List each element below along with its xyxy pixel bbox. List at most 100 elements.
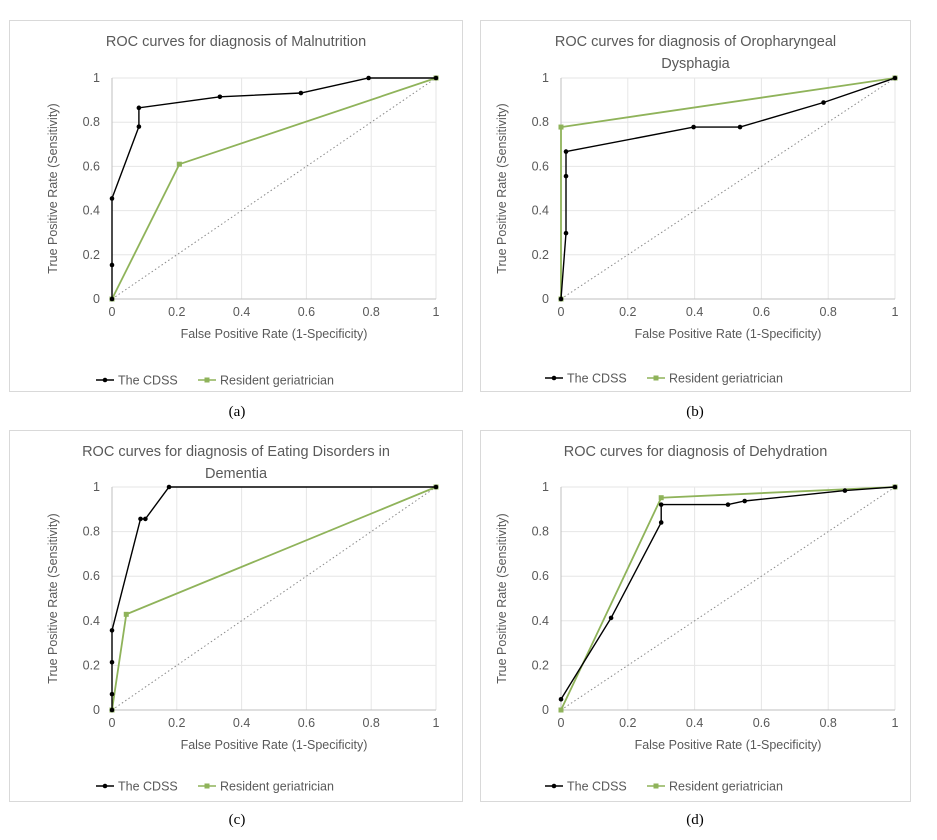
- chart-legend: The CDSS Resident geriatrician: [545, 780, 783, 794]
- roc-chart-svg: 0 0.2 0.4 0.6 0.8 1 0 0.2 0.4 0.6 0.8 1 False Positi…: [495, 480, 899, 794]
- x-tick-label: 0.6: [298, 716, 315, 730]
- x-axis-label: False Positive Rate (1-Specificity): [635, 327, 822, 341]
- x-tick-label: 0.6: [298, 305, 315, 319]
- data-point-cdss: [892, 484, 898, 490]
- legend-label-cdss: The CDSS: [118, 780, 178, 794]
- data-point-resident: [558, 124, 564, 130]
- data-point-cdss: [109, 262, 115, 268]
- data-point-resident: [658, 495, 664, 501]
- y-tick-label: 0.8: [532, 115, 549, 129]
- y-tick-label: 0.8: [83, 115, 100, 129]
- y-tick-label: 0.2: [83, 248, 100, 262]
- data-point-cdss: [842, 488, 848, 493]
- data-point-cdss: [298, 90, 304, 96]
- data-point-resident: [176, 161, 182, 167]
- data-point-cdss: [742, 498, 747, 504]
- data-point-cdss: [109, 628, 115, 633]
- chart-title: ROC curves for diagnosis of Dehydration: [481, 441, 910, 463]
- legend-marker-cdss: [551, 375, 557, 381]
- chart-caption-c: (c): [228, 812, 246, 828]
- x-tick-label: 1: [892, 716, 899, 730]
- x-tick-label: 0: [109, 305, 116, 319]
- x-tick-label: 0.8: [820, 716, 837, 730]
- x-tick-label: 0.2: [168, 305, 185, 319]
- y-tick-label: 0.4: [532, 204, 549, 218]
- chart-legend: The CDSS Resident geriatrician: [96, 374, 334, 388]
- y-tick-label: 0.4: [532, 614, 549, 628]
- x-tick-label: 0.4: [686, 305, 703, 319]
- y-tick-label: 0: [93, 292, 100, 306]
- data-point-cdss: [366, 75, 371, 81]
- chart-caption-b: (b): [686, 404, 704, 420]
- series-line-cdss: [560, 77, 896, 300]
- legend-marker-cdss: [102, 783, 108, 789]
- x-tick-label: 0.8: [363, 716, 380, 730]
- data-point-cdss: [433, 75, 439, 81]
- x-axis-label: False Positive Rate (1-Specificity): [181, 327, 368, 341]
- x-tick-label: 0.6: [753, 305, 770, 319]
- y-axis-label: True Positive Rate (Sensitivity): [46, 513, 60, 683]
- y-tick-label: 0.8: [83, 525, 100, 539]
- y-axis-label: True Positive Rate (Sensitivity): [495, 103, 509, 273]
- data-point-cdss: [821, 100, 826, 105]
- y-tick-label: 1: [93, 480, 100, 494]
- x-tick-label: 0.4: [233, 716, 250, 730]
- x-tick-label: 0: [558, 716, 565, 730]
- chart-title-line: ROC curves for diagnosis of Eating Disor…: [82, 444, 390, 460]
- legend-label-cdss: The CDSS: [118, 374, 178, 388]
- data-point-cdss: [109, 707, 115, 713]
- legend-marker-cdss: [102, 377, 108, 383]
- legend-label-resident: Resident geriatrician: [220, 780, 334, 794]
- chart-title: ROC curves for diagnosis of Malnutrition: [10, 31, 462, 53]
- chart-title-line: Dementia: [204, 466, 268, 482]
- data-point-cdss: [143, 516, 148, 522]
- data-point-cdss: [109, 196, 115, 201]
- data-point-cdss: [691, 124, 696, 130]
- data-point-cdss: [658, 520, 664, 525]
- legend-marker-resident: [653, 783, 659, 789]
- diagonal-reference-line: [111, 77, 437, 300]
- x-tick-label: 0.2: [168, 716, 185, 730]
- y-tick-label: 0.4: [83, 614, 100, 628]
- x-tick-label: 0.4: [233, 305, 250, 319]
- legend-marker-resident: [204, 783, 210, 789]
- x-tick-label: 0.6: [753, 716, 770, 730]
- data-point-cdss: [563, 149, 569, 154]
- x-axis-label: False Positive Rate (1-Specificity): [181, 738, 368, 752]
- y-tick-label: 0.6: [83, 159, 100, 173]
- y-tick-label: 0.6: [532, 159, 549, 173]
- chart-title-line: ROC curves for diagnosis of Oropharyngea…: [554, 34, 837, 50]
- x-tick-label: 1: [433, 305, 440, 319]
- y-tick-label: 1: [542, 71, 549, 85]
- legend-label-resident: Resident geriatrician: [669, 372, 783, 386]
- data-point-cdss: [109, 691, 115, 697]
- y-tick-label: 1: [93, 71, 100, 85]
- data-point-cdss: [608, 615, 614, 621]
- y-tick-label: 0.2: [83, 658, 100, 672]
- data-point-cdss: [109, 659, 115, 665]
- chart-title-line: Dysphagia: [661, 56, 730, 72]
- legend-label-cdss: The CDSS: [567, 372, 627, 386]
- data-point-cdss: [166, 484, 172, 490]
- legend-label-cdss: The CDSS: [567, 780, 627, 794]
- data-point-cdss: [658, 502, 664, 507]
- roc-chart-svg: 0 0.2 0.4 0.6 0.8 1 0 0.2 0.4 0.6 0.8 1 False Positi…: [46, 71, 440, 388]
- x-tick-label: 0: [109, 716, 116, 730]
- x-tick-label: 0.8: [820, 305, 837, 319]
- chart-title: ROC curves for diagnosis of Eating Disor…: [10, 441, 462, 485]
- chart-panel-malnutrition: ROC curves for diagnosis of Malnutrition…: [9, 20, 463, 392]
- chart-caption-a: (a): [228, 404, 246, 420]
- data-point-cdss: [558, 296, 564, 302]
- x-tick-label: 1: [892, 305, 899, 319]
- data-point-cdss: [217, 94, 223, 100]
- diagonal-reference-line: [560, 486, 896, 711]
- x-axis-label: False Positive Rate (1-Specificity): [635, 738, 822, 752]
- y-tick-label: 0: [93, 703, 100, 717]
- x-tick-label: 0.4: [686, 716, 703, 730]
- roc-chart-svg: 0 0.2 0.4 0.6 0.8 1 0 0.2 0.4 0.6 0.8 1 False Positi…: [46, 480, 440, 794]
- chart-title-line: ROC curves for diagnosis of Malnutrition: [105, 34, 367, 50]
- legend-label-resident: Resident geriatrician: [220, 374, 334, 388]
- y-axis-label: True Positive Rate (Sensitivity): [495, 513, 509, 683]
- chart-legend: The CDSS Resident geriatrician: [545, 372, 783, 386]
- y-tick-label: 0.2: [532, 248, 549, 262]
